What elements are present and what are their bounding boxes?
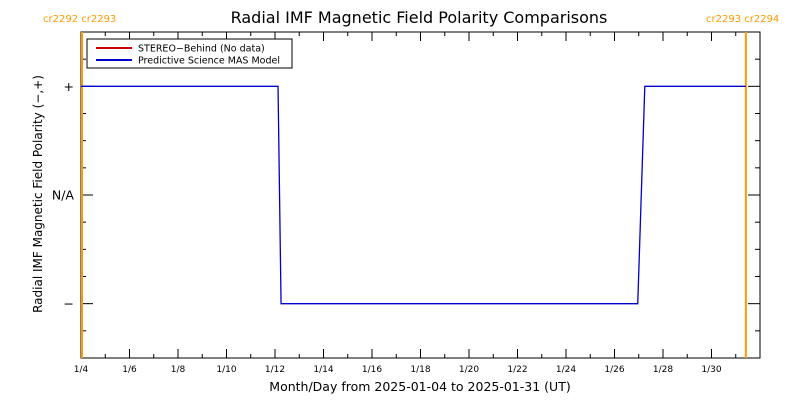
plot-frame <box>80 31 761 359</box>
carrington-label: cr2293 cr2294 <box>706 14 779 25</box>
legend: STEREO−Behind (No data) Predictive Scien… <box>86 38 293 69</box>
x-tick-label: 1/12 <box>265 365 285 375</box>
x-tick-label: 1/20 <box>459 365 479 375</box>
x-tick-label: 1/24 <box>556 365 576 375</box>
carrington-markers <box>81 32 747 358</box>
x-tick-label: 1/22 <box>507 365 527 375</box>
x-tick-label: 1/14 <box>313 365 333 375</box>
x-tick-label: 1/16 <box>362 365 382 375</box>
y-tick-label: + <box>64 79 74 94</box>
y-axis-label: Radial IMF Magnetic Field Polarity (−,+) <box>31 75 45 313</box>
x-axis-ticks: 1/4 1/6 1/8 1/10 1/12 1/14 1/16 1/18 1/20 1/22 1/2… <box>74 32 722 375</box>
x-tick-label: 1/6 <box>122 365 137 375</box>
y-tick-label: N/A <box>52 188 75 203</box>
x-tick-label: 1/4 <box>74 365 89 375</box>
legend-label-mas-model: Predictive Science MAS Model <box>138 56 280 67</box>
x-tick-label: 1/26 <box>604 365 624 375</box>
legend-label-stereo: STEREO−Behind (No data) <box>138 44 265 55</box>
x-axis-label: Month/Day from 2025-01-04 to 2025-01-31 … <box>269 379 570 394</box>
chart-title: Radial IMF Magnetic Field Polarity Compa… <box>231 8 608 27</box>
x-tick-label: 1/30 <box>701 365 721 375</box>
carrington-labels: cr2292 cr2293 cr2293 cr2294 <box>43 14 779 25</box>
x-tick-label: 1/28 <box>653 365 673 375</box>
x-tick-label: 1/18 <box>410 365 430 375</box>
y-axis-ticks: + N/A − <box>52 79 760 311</box>
legend-box <box>86 38 293 69</box>
carrington-label: cr2292 cr2293 <box>43 14 116 25</box>
y-tick-label: − <box>64 296 74 311</box>
series-line <box>81 85 746 305</box>
x-tick-label: 1/8 <box>171 365 186 375</box>
minor-ticks <box>81 32 760 358</box>
x-tick-label: 1/10 <box>216 365 236 375</box>
series-lines <box>81 85 746 305</box>
